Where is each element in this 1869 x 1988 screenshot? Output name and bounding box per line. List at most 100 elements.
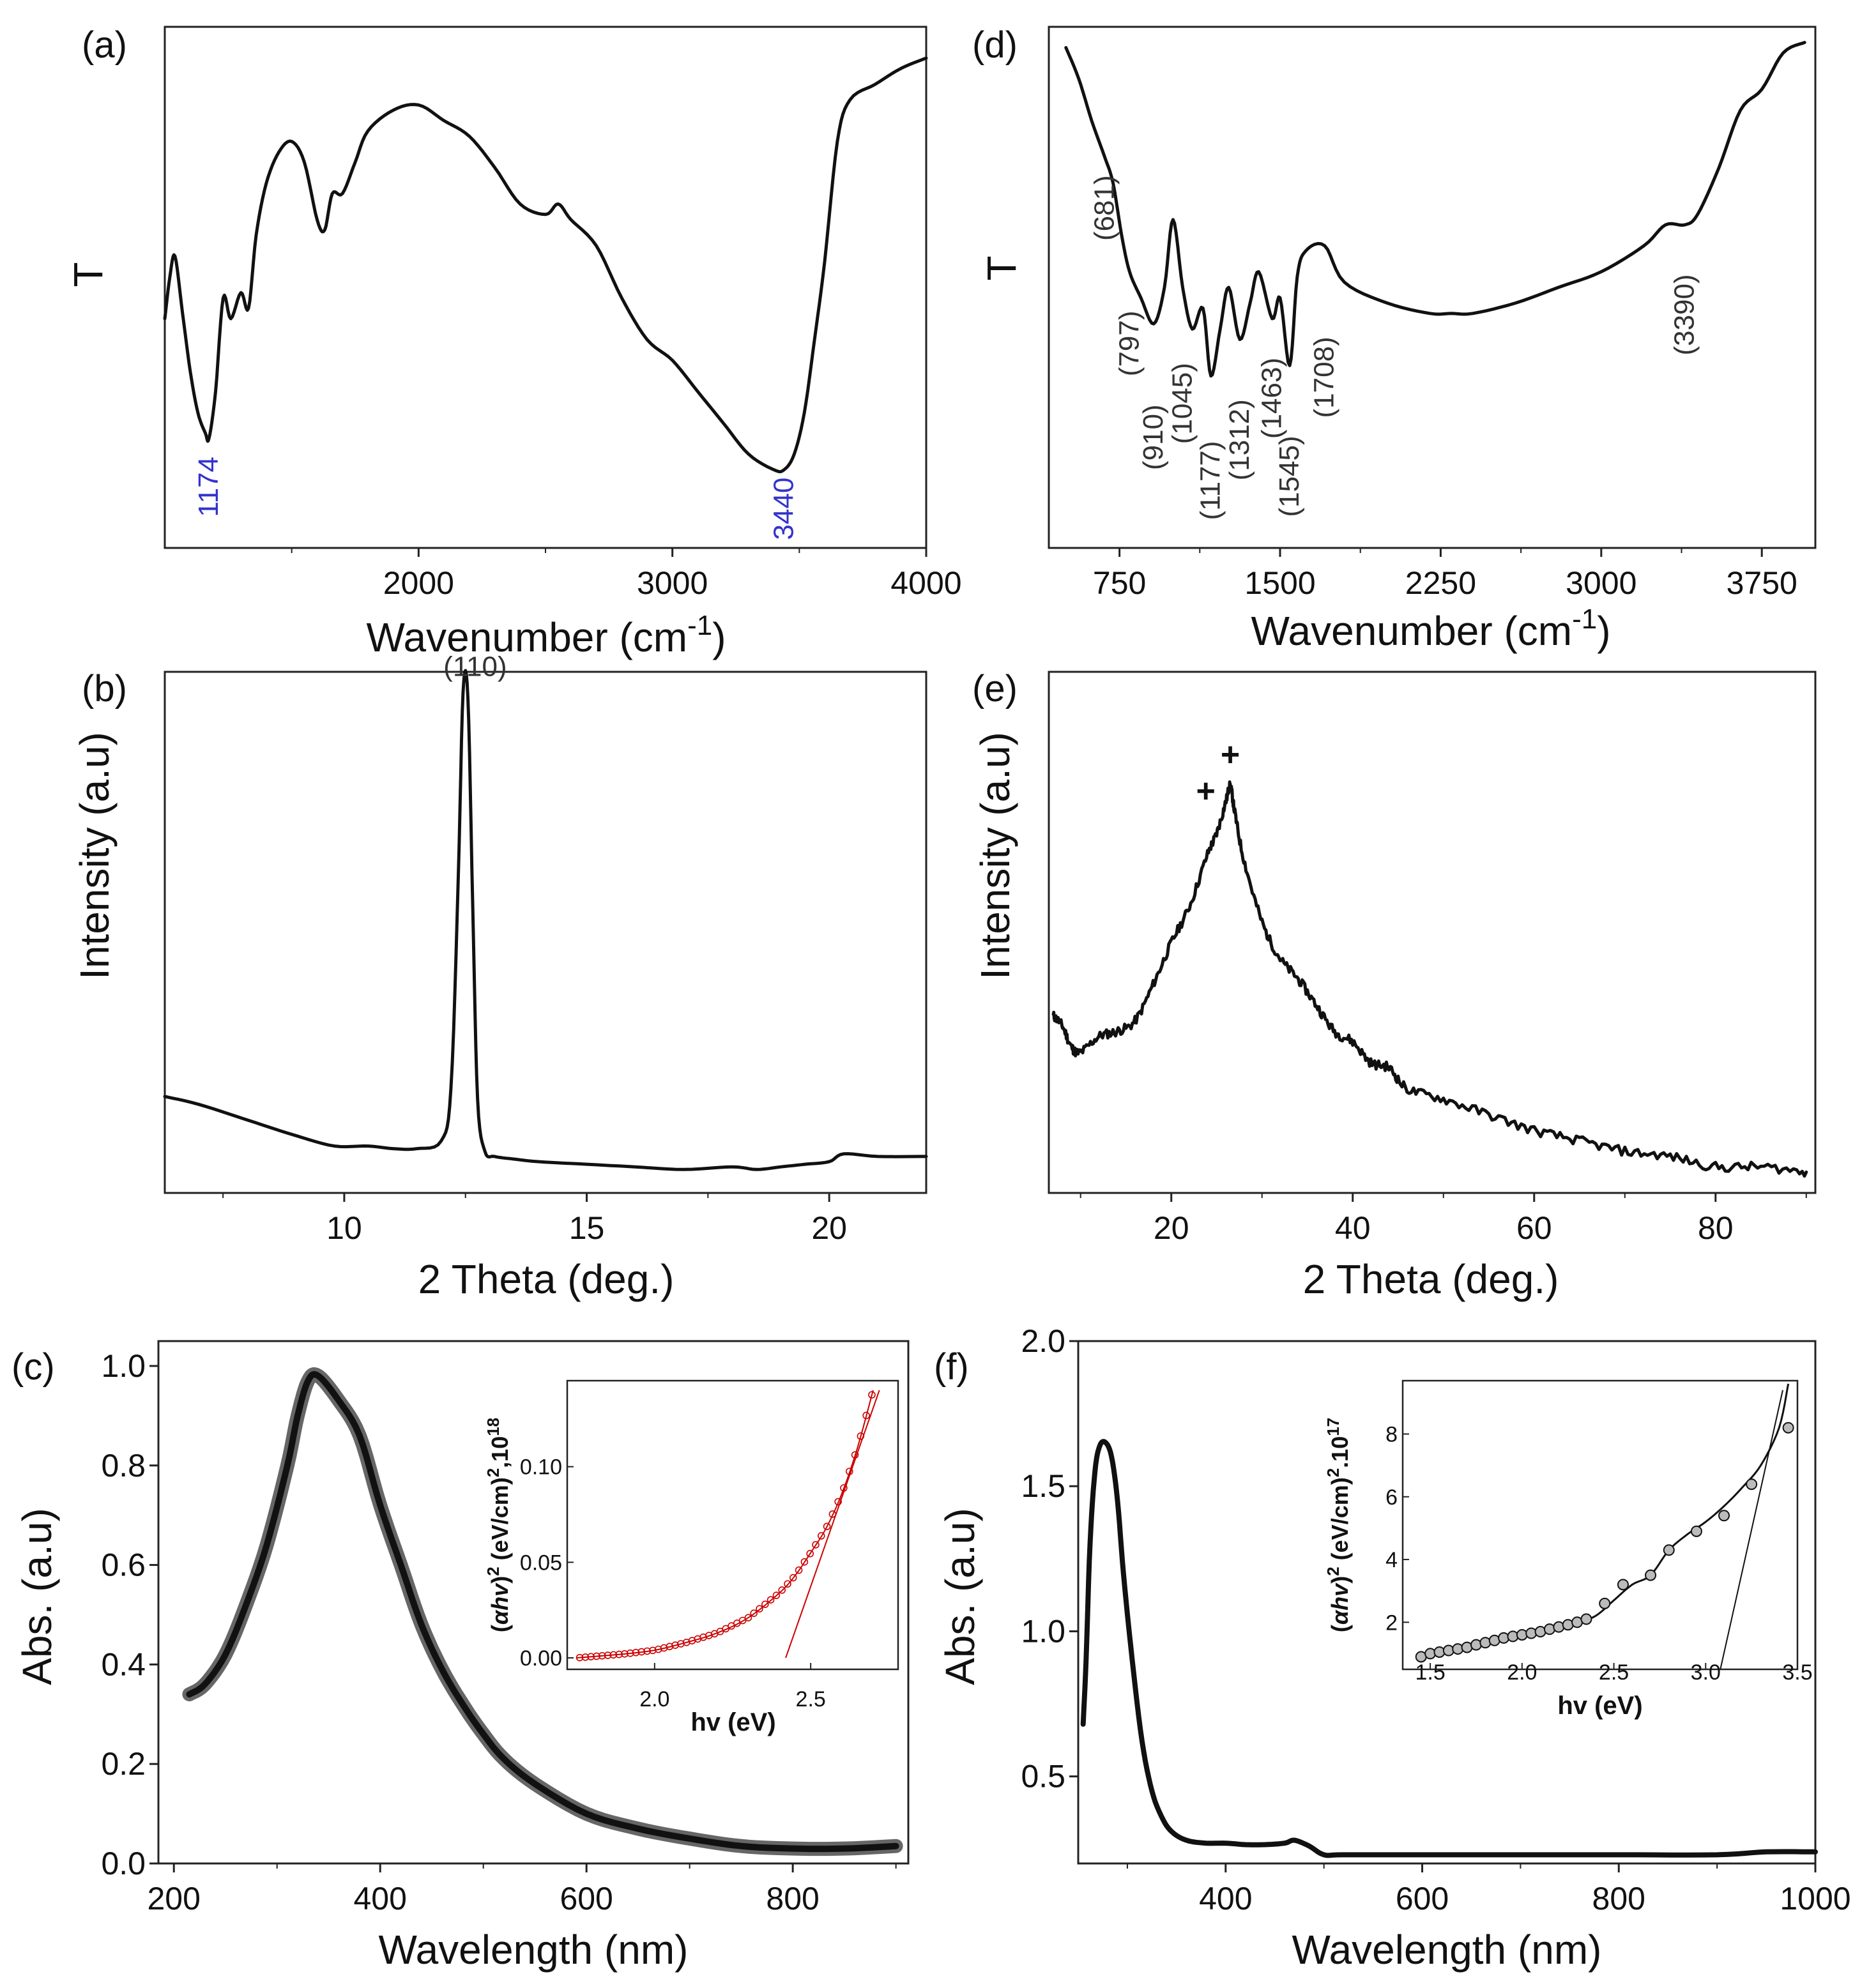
x-axis-label: 2 Theta (deg.) xyxy=(1303,1256,1559,1302)
inset-y-label-part: αhv xyxy=(487,1582,513,1625)
inset-data-point xyxy=(1645,1569,1657,1581)
panel-label: (c) xyxy=(11,1346,55,1388)
x-tick-label: 3750 xyxy=(1727,565,1797,601)
inset-y-label-part: 2 xyxy=(484,1567,503,1575)
inset-x-tick-label: 2.0 xyxy=(639,1687,669,1711)
inset-y-label-part: ,10 xyxy=(487,1436,513,1468)
inset-data-point xyxy=(868,1391,876,1399)
inset-x-tick-label: 2.5 xyxy=(1599,1660,1629,1685)
y-tick-label: 0.8 xyxy=(101,1448,146,1483)
x-tick-label: 2250 xyxy=(1405,565,1476,601)
x-tick-label: 2000 xyxy=(383,565,454,601)
inset-y-label-part: (eV/cm) xyxy=(1327,1477,1353,1567)
x-tick-label: 400 xyxy=(1199,1881,1252,1916)
plot-frame xyxy=(1048,671,1817,1194)
x-axis-label: Wavenumber (cm-1) xyxy=(1251,603,1610,654)
plot-frame xyxy=(164,671,927,1194)
x-tick-label: 20 xyxy=(1154,1210,1189,1246)
x-tick-label: 4000 xyxy=(890,565,961,601)
inset-data-point xyxy=(817,1532,825,1540)
inset-data-point xyxy=(744,1614,752,1621)
peak-annotation: (1045) xyxy=(1166,363,1198,444)
y-tick-label: 1.5 xyxy=(1021,1468,1065,1504)
peak-marker: + xyxy=(1196,773,1215,810)
inset-data-point xyxy=(1543,1623,1555,1635)
y-tick-label: 0.4 xyxy=(101,1646,146,1682)
inset-y-tick-label: 6 xyxy=(1385,1485,1398,1510)
panel-d: 750 1500 2250 3000 3750 (d) Wavenumber (cm-1) T… xyxy=(972,24,1817,654)
inset-data-point xyxy=(750,1609,758,1617)
inset-data-point xyxy=(806,1550,814,1558)
x-tick-label: 1500 xyxy=(1244,565,1315,601)
x-axis-label-sup: -1 xyxy=(1572,603,1597,635)
x-tick-label: 750 xyxy=(1093,565,1146,601)
peak-annotation: 1174 xyxy=(193,457,224,517)
x-axis-label-sup: -1 xyxy=(687,610,712,641)
series-line xyxy=(186,1370,899,1853)
inset-data-point xyxy=(756,1605,763,1612)
y-axis-label: Intensity (a.u) xyxy=(72,732,118,980)
peak-annotation: (1545) xyxy=(1274,436,1305,517)
inset-y-label-part: ) xyxy=(1327,1576,1353,1584)
inset-data-point xyxy=(1525,1627,1537,1639)
inset-data-point xyxy=(1718,1510,1730,1522)
inset-x-label: hv (eV) xyxy=(1557,1692,1642,1720)
inset-data-point xyxy=(1746,1478,1758,1491)
x-tick-label: 3000 xyxy=(1566,565,1636,601)
x-axis-label: Wavenumber (cm-1) xyxy=(366,610,726,660)
inset-y-tick-label: 2 xyxy=(1385,1611,1398,1635)
y-tick-label: 1.0 xyxy=(101,1348,146,1384)
y-axis-label: Intensity (a.u) xyxy=(972,732,1018,980)
inset-data-point xyxy=(1507,1630,1519,1643)
peak-annotation: (1312) xyxy=(1224,399,1255,480)
inset-data-point xyxy=(1690,1525,1702,1537)
panel-label: (d) xyxy=(972,24,1018,66)
inset-x-tick-label: 2.0 xyxy=(1507,1660,1537,1685)
inset-data-point xyxy=(778,1586,786,1594)
x-tick-label: 800 xyxy=(1592,1881,1645,1916)
panel-e: 20 40 60 80 (e) 2 Theta (deg.) Intensity (a.u)… xyxy=(972,668,1817,1302)
inset-data-point xyxy=(823,1522,831,1531)
x-axis-label: Wavelength (nm) xyxy=(1292,1927,1602,1973)
x-tick-label: 800 xyxy=(766,1881,819,1916)
inset-y-label-part: ( xyxy=(1327,1625,1353,1632)
inset-x-tick-label: 3.0 xyxy=(1691,1660,1721,1685)
x-tick-label: 10 xyxy=(326,1210,362,1246)
series-line xyxy=(1051,780,1808,1178)
panel-f: 400 600 800 1000 0.5 1.0 1.5 2.0 (f) Wavelength (… xyxy=(934,1323,1851,1973)
inset-data-point xyxy=(1498,1632,1510,1644)
inset-y-label-part: ) xyxy=(487,1576,513,1584)
inset-x-tick-label: 3.5 xyxy=(1782,1660,1812,1685)
series-line xyxy=(163,56,928,474)
peak-annotation: (910) xyxy=(1138,404,1169,470)
inset-data-point xyxy=(767,1596,775,1604)
inset-y-label-part: ( xyxy=(487,1625,513,1632)
panel-label: (e) xyxy=(972,668,1018,709)
x-tick-label: 1000 xyxy=(1780,1881,1850,1916)
inset-data-point xyxy=(800,1558,809,1566)
peak-annotation: (797) xyxy=(1113,310,1145,376)
y-tick-label: 1.0 xyxy=(1021,1613,1065,1649)
inset-data-point xyxy=(862,1411,870,1420)
x-axis-label-close: ) xyxy=(1597,608,1610,654)
inset-data-point xyxy=(761,1600,769,1608)
inset-data-point xyxy=(1553,1621,1565,1633)
inset-y-label-part: 18 xyxy=(484,1418,503,1436)
series-line xyxy=(1064,41,1806,378)
inset-data-point xyxy=(1452,1643,1464,1655)
inset-frame xyxy=(566,1379,899,1671)
x-tick-label: 600 xyxy=(1396,1881,1449,1916)
peak-annotation: (3390) xyxy=(1669,274,1700,355)
plot-frame xyxy=(164,26,927,549)
inset-y-tick-label: 0.05 xyxy=(520,1551,562,1575)
inset-data-point xyxy=(1442,1644,1454,1657)
inset-data-point xyxy=(1599,1597,1611,1609)
inset-data-point xyxy=(812,1541,820,1549)
plot-frame xyxy=(1077,1340,1817,1865)
inset-data-point xyxy=(784,1580,791,1588)
inset-tangent-line xyxy=(1720,1390,1783,1670)
inset-data-point xyxy=(1470,1639,1482,1651)
